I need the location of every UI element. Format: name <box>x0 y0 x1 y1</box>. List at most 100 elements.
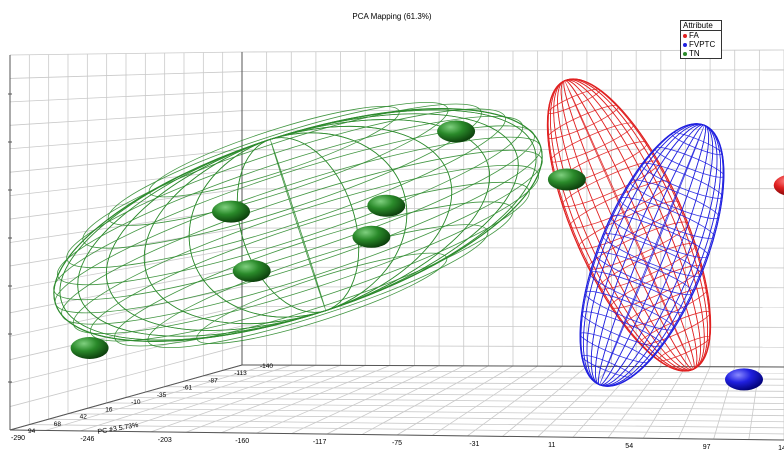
wire-parallel <box>654 146 725 178</box>
point-tn <box>547 168 586 191</box>
depth-tick-label: 94 <box>28 428 36 435</box>
grid-line <box>9 90 243 103</box>
point-tn <box>352 225 391 248</box>
legend-swatch <box>683 42 687 47</box>
grid-line <box>9 71 243 79</box>
grid-line <box>241 325 784 328</box>
x-tick-label: -203 <box>158 437 172 444</box>
grid-line <box>125 397 784 404</box>
confidence-ellipsoids <box>53 78 725 387</box>
grid-line <box>9 188 243 220</box>
grid-line <box>9 168 243 197</box>
x-tick-label: 97 <box>703 444 711 451</box>
grid-line <box>48 418 784 429</box>
axis-edge <box>9 364 243 431</box>
point-tn <box>437 120 476 143</box>
legend-title: Attribute <box>681 21 721 31</box>
legend-label: FVPTC <box>689 40 716 49</box>
grid-line <box>241 109 784 112</box>
axis-edge <box>241 364 784 368</box>
depth-tick-label: -10 <box>131 399 141 406</box>
depth-tick-label: 68 <box>54 421 62 428</box>
x-tick-label: -75 <box>392 440 402 447</box>
x-tick-label: -31 <box>469 441 479 448</box>
depth-tick-label: -87 <box>208 377 218 384</box>
depth-axis-ticks: 94 68 42 16 -10 -35 -61 -87 -113 -140 <box>28 363 273 435</box>
depth-tick-label: 16 <box>105 406 113 413</box>
x-tick-label: -246 <box>80 436 94 443</box>
grid-line <box>164 386 784 392</box>
grid-line <box>9 286 243 337</box>
point-fvptc <box>725 368 763 391</box>
data-points <box>70 120 784 391</box>
wire-outline <box>53 108 543 342</box>
legend-swatch <box>683 51 687 56</box>
grid-line <box>145 391 784 398</box>
wire-parallel <box>148 105 400 198</box>
grid-line <box>241 305 784 308</box>
grid-line <box>222 370 784 374</box>
point-tn <box>212 200 250 223</box>
depth-tick-label: -140 <box>260 363 273 370</box>
grid-line <box>241 148 784 151</box>
fvptc-ellipsoid <box>579 123 725 387</box>
wire-meridian <box>269 139 327 311</box>
x-tick-label: -117 <box>313 439 327 446</box>
x-tick-label: -290 <box>11 435 25 442</box>
depth-tick-label: 42 <box>80 414 88 421</box>
wire-parallel <box>72 164 540 335</box>
grid-line <box>9 149 243 173</box>
grid-line <box>203 375 784 380</box>
legend-swatch <box>683 33 687 38</box>
axis-edge <box>9 429 784 441</box>
grid-line <box>241 266 784 269</box>
wire-parallel <box>547 104 619 139</box>
point-fa <box>773 175 784 196</box>
grid-line <box>241 247 784 249</box>
grid-line <box>9 266 243 314</box>
grid-line <box>241 128 784 131</box>
grid-line <box>241 345 784 348</box>
legend-label: FA <box>689 31 699 40</box>
wire-parallel <box>579 332 650 364</box>
x-tick-label: 54 <box>625 443 633 450</box>
x-tick-label: 140 <box>778 445 784 452</box>
grid-line <box>183 380 784 386</box>
legend-item-fvptc: FVPTC <box>681 40 721 49</box>
grid-line <box>9 305 243 361</box>
grid-line <box>241 69 784 72</box>
x-tick-label: 11 <box>548 442 555 449</box>
legend-label: TN <box>689 49 700 58</box>
grid-line <box>29 424 784 435</box>
grid-line <box>9 129 243 150</box>
chart-title: PCA Mapping (61.3%) <box>352 12 432 21</box>
grid-line <box>9 51 243 56</box>
depth-tick-label: -61 <box>183 385 193 392</box>
tn-ellipsoid <box>53 101 543 349</box>
depth-tick-label: -35 <box>157 392 167 399</box>
grid-line <box>241 89 784 92</box>
grid-line <box>106 402 784 410</box>
wire-parallel <box>550 122 635 163</box>
grid-walls <box>8 49 784 441</box>
point-tn <box>70 337 109 359</box>
grid-line <box>9 345 243 407</box>
grid-line <box>241 286 784 289</box>
grid-line <box>9 110 243 126</box>
grid-line <box>67 413 784 423</box>
grid-line <box>241 168 784 170</box>
point-tn <box>232 260 271 282</box>
depth-tick-label: -113 <box>234 370 247 377</box>
legend: Attribute FA FVPTC TN <box>680 20 722 59</box>
grid-line <box>9 247 243 290</box>
point-tn <box>367 194 406 217</box>
wire-parallel <box>196 252 448 345</box>
fa-ellipsoid <box>546 78 712 372</box>
x-axis-ticks: -290 -246 -203 -160 -117 -75 -31 11 54 97 140 <box>11 435 784 452</box>
x-tick-label: -160 <box>235 438 249 445</box>
grid-line <box>87 407 784 417</box>
wire-outline <box>579 123 725 387</box>
legend-item-tn: TN <box>681 49 721 58</box>
